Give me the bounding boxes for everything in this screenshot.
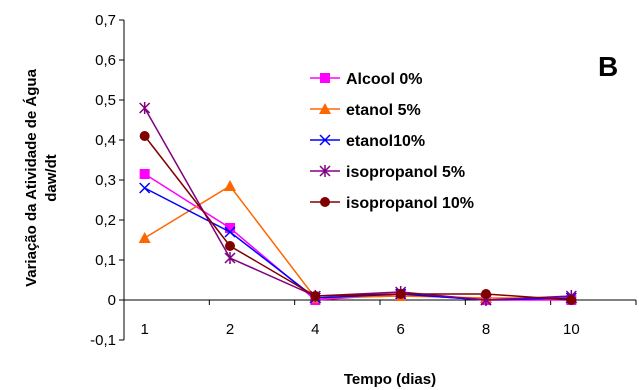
data-point xyxy=(225,223,235,233)
y-tick-label: 0,2 xyxy=(95,212,116,229)
y-tick-label: 0,5 xyxy=(95,92,116,109)
data-point xyxy=(395,289,406,299)
legend-marker xyxy=(320,197,330,207)
y-tick-label: 0 xyxy=(108,292,116,309)
series-line xyxy=(144,135,572,301)
y-tick-label: -0,1 xyxy=(90,332,116,349)
y-tick-label: 0,1 xyxy=(95,252,116,269)
x-axis-title: Tempo (dias) xyxy=(344,371,436,388)
legend-item: isopropanol 5% xyxy=(310,164,465,181)
series-line xyxy=(144,185,572,299)
data-point xyxy=(224,252,236,264)
x-axis-ticks: 1 2 4 6 8 10 xyxy=(123,300,637,338)
legend-item: Alcool 0% xyxy=(310,71,422,88)
data-point xyxy=(139,169,150,179)
data-point xyxy=(139,131,150,141)
data-point xyxy=(566,295,577,305)
x-tick-label: 4 xyxy=(311,321,319,338)
data-point xyxy=(224,180,236,191)
data-point xyxy=(139,102,151,114)
legend: Alcool 0% etanol 5% etanol10% isopropanol 5… xyxy=(310,71,474,212)
series-isopropanol-10 xyxy=(139,131,577,305)
data-point xyxy=(225,241,235,251)
series-line xyxy=(144,173,572,301)
legend-marker xyxy=(319,134,331,146)
legend-marker xyxy=(319,103,331,114)
y-tick-label: 0,3 xyxy=(95,172,116,189)
legend-label: isopropanol 5% xyxy=(346,164,465,181)
data-point xyxy=(481,289,491,299)
legend-item: etanol 5% xyxy=(310,102,421,119)
x-tick-label: 10 xyxy=(563,321,580,338)
data-point xyxy=(139,182,151,194)
legend-marker xyxy=(319,165,331,177)
y-axis-ticks: -0,1 0 0,1 0,2 0,3 0,4 0,5 0,6 0,7 xyxy=(90,12,124,349)
x-tick-label: 8 xyxy=(482,321,490,338)
series-alcool-0 xyxy=(139,169,577,305)
x-tick-label: 2 xyxy=(226,321,234,338)
legend-marker xyxy=(320,73,330,83)
series-group xyxy=(138,102,578,306)
legend-label: isopropanol 10% xyxy=(346,195,474,212)
legend-label: etanol 5% xyxy=(346,102,421,119)
legend-label: etanol10% xyxy=(346,133,425,150)
panel-label: B xyxy=(598,51,618,82)
legend-item: isopropanol 10% xyxy=(310,195,474,212)
y-axis-title-line1: Variação da Atividade de Água xyxy=(23,68,40,287)
y-tick-label: 0,4 xyxy=(95,132,116,149)
legend-item: etanol10% xyxy=(310,133,425,150)
data-point xyxy=(310,291,321,301)
y-tick-label: 0,6 xyxy=(95,52,116,69)
legend-label: Alcool 0% xyxy=(346,71,422,88)
y-axis-title-line2: daw/dt xyxy=(43,154,60,202)
x-tick-label: 1 xyxy=(140,321,148,338)
x-tick-label: 6 xyxy=(396,321,404,338)
data-point xyxy=(138,232,151,243)
data-point xyxy=(224,226,236,238)
series-line xyxy=(144,107,572,301)
y-tick-label: 0,7 xyxy=(95,12,116,29)
